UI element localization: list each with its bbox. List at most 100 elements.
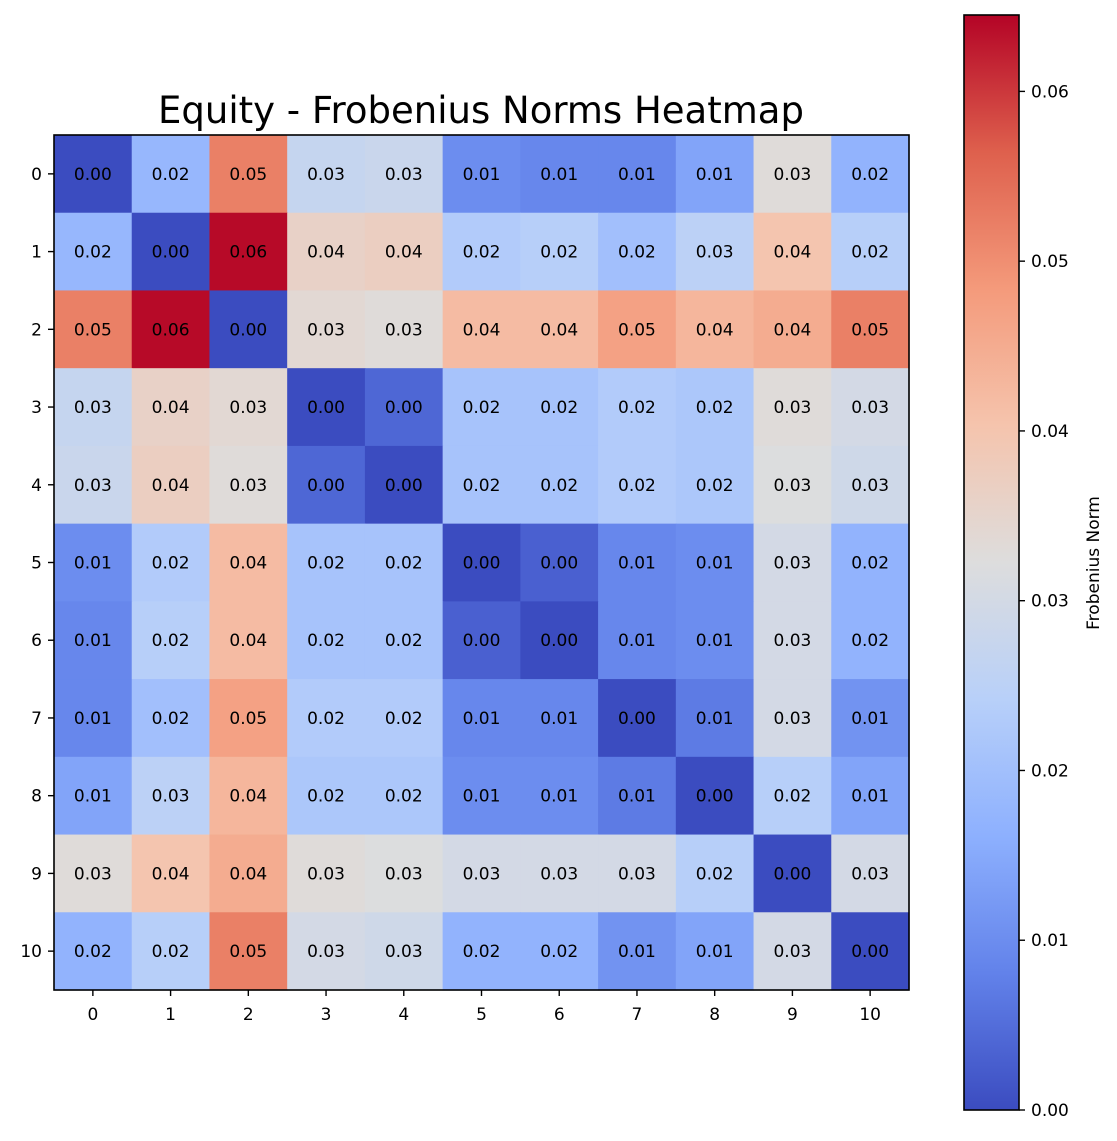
heatmap-cell: [831, 523, 910, 602]
cell-value-label: 0.02: [74, 243, 112, 263]
cell-value-label: 0.03: [773, 631, 811, 651]
heatmap-cell: [520, 445, 599, 525]
cell-value-label: 0.04: [773, 243, 811, 263]
heatmap-cell: [598, 679, 677, 758]
cell-value-label: 0.02: [696, 864, 734, 884]
heatmap-cell: [675, 368, 755, 447]
heatmap-cell: [364, 601, 444, 680]
cell-value-label: 0.00: [696, 787, 734, 807]
heatmap-cell: [831, 135, 910, 214]
heatmap-cell: [364, 368, 444, 447]
heatmap-cell: [675, 212, 755, 292]
cell-value-label: 0.03: [851, 864, 889, 884]
cell-value-label: 0.01: [540, 787, 578, 807]
cell-value-label: 0.04: [696, 320, 734, 340]
x-tick-label: 3: [321, 1005, 332, 1025]
cell-value-label: 0.01: [851, 787, 889, 807]
heatmap-cell: [520, 601, 599, 680]
cell-value-label: 0.02: [463, 243, 501, 263]
heatmap-cell: [598, 368, 677, 447]
colorbar-frame: [963, 14, 1020, 1111]
heatmap-cell: [209, 368, 288, 447]
heatmap-cell: [209, 212, 288, 292]
colorbar-tick-label: 0.02: [1031, 761, 1069, 781]
heatmap-cell: [675, 834, 755, 913]
y-tick-label: 1: [31, 243, 42, 263]
heatmap-cell: [54, 912, 133, 991]
heatmap-cell: [442, 834, 521, 913]
heatmap-cell: [287, 679, 366, 758]
cell-value-label: 0.04: [152, 864, 190, 884]
cell-value-label: 0.02: [385, 709, 423, 729]
cell-value-label: 0.01: [540, 165, 578, 185]
cell-value-label: 0.03: [851, 398, 889, 418]
cell-value-label: 0.04: [229, 554, 267, 574]
cell-value-label: 0.03: [773, 554, 811, 574]
heatmap-cell: [442, 368, 521, 447]
heatmap-cell: [831, 212, 910, 292]
heatmap-cell: [131, 523, 211, 602]
cell-value-label: 0.02: [618, 476, 656, 496]
heatmap-cell: [520, 523, 599, 602]
heatmap-cell: [287, 212, 366, 292]
cell-value-label: 0.02: [618, 398, 656, 418]
cell-value-label: 0.03: [307, 942, 345, 962]
heatmap-cell: [831, 445, 910, 525]
cell-value-label: 0.00: [385, 398, 423, 418]
cell-value-label: 0.00: [307, 476, 345, 496]
heatmap-cell: [287, 135, 366, 214]
heatmap-cell: [831, 834, 910, 913]
heatmap-cell: [753, 834, 832, 913]
cell-value-label: 0.03: [463, 864, 501, 884]
cell-value-label: 0.01: [618, 942, 656, 962]
heatmap-cell: [598, 523, 677, 602]
colorbar-tick-label: 0.03: [1031, 592, 1069, 612]
cell-value-label: 0.02: [152, 165, 190, 185]
heatmap-cell: [598, 601, 677, 680]
cell-value-label: 0.03: [74, 398, 112, 418]
heatmap-cell: [54, 523, 133, 602]
cell-value-label: 0.01: [851, 709, 889, 729]
cell-value-label: 0.02: [463, 476, 501, 496]
x-tick-label: 5: [476, 1005, 487, 1025]
heatmap-cell: [131, 135, 211, 214]
cell-value-label: 0.02: [385, 554, 423, 574]
cell-value-label: 0.02: [307, 554, 345, 574]
cell-value-label: 0.03: [851, 476, 889, 496]
x-tick-label: 1: [165, 1005, 176, 1025]
heatmap-cell: [675, 135, 755, 214]
cell-value-label: 0.03: [773, 476, 811, 496]
heatmap-cell: [598, 445, 677, 525]
heatmap-cell: [598, 212, 677, 292]
cell-value-label: 0.05: [229, 709, 267, 729]
cell-value-label: 0.02: [540, 243, 578, 263]
cell-value-label: 0.01: [618, 631, 656, 651]
cell-value-label: 0.03: [385, 320, 423, 340]
cell-value-label: 0.01: [74, 787, 112, 807]
heatmap-cell: [753, 912, 832, 991]
cell-value-label: 0.04: [229, 631, 267, 651]
y-tick-label: 4: [31, 476, 42, 496]
heatmap-cell: [54, 834, 133, 913]
cell-value-label: 0.01: [696, 165, 734, 185]
cell-value-labels: 0.00 0.02 0.05 0.03 0.03 0.01 0.01 0.01 0.01 0.03…: [74, 165, 889, 962]
heatmap-cell: [831, 679, 910, 758]
cell-value-label: 0.01: [696, 631, 734, 651]
heatmap-cell: [831, 756, 910, 836]
heatmap-cell: [831, 601, 910, 680]
heatmap-cell: [598, 912, 677, 991]
heatmap-cell: [442, 679, 521, 758]
cell-value-label: 0.02: [152, 942, 190, 962]
cell-value-label: 0.06: [229, 243, 267, 263]
cell-value-label: 0.02: [152, 709, 190, 729]
heatmap-cell: [520, 290, 599, 369]
cell-value-label: 0.02: [851, 165, 889, 185]
cell-value-label: 0.01: [463, 165, 501, 185]
cell-value-label: 0.00: [540, 554, 578, 574]
cell-value-label: 0.02: [385, 787, 423, 807]
heatmap-cell: [520, 135, 599, 214]
x-tick-label: 6: [554, 1005, 565, 1025]
cell-value-label: 0.02: [307, 709, 345, 729]
cell-value-label: 0.00: [773, 864, 811, 884]
